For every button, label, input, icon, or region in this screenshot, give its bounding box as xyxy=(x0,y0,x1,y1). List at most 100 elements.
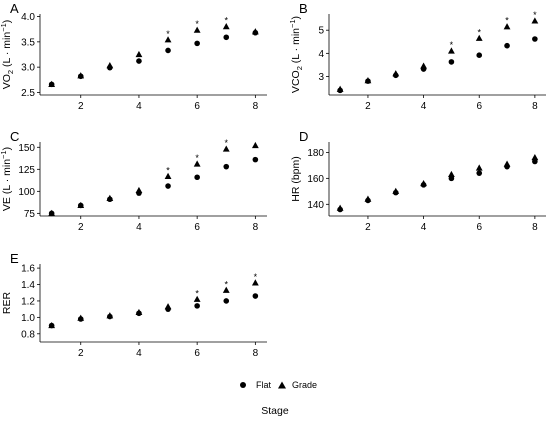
y-tick-label: 3.5 xyxy=(21,37,35,48)
x-tick-label: 4 xyxy=(421,222,427,233)
point-flat xyxy=(476,52,483,58)
point-flat xyxy=(476,170,483,176)
point-grade xyxy=(392,70,400,77)
point-grade xyxy=(336,85,344,92)
y-tick-label: 5 xyxy=(318,26,324,37)
y-axis-title-part: −1 xyxy=(288,19,297,28)
point-grade xyxy=(364,77,372,84)
x-tick-label: 4 xyxy=(136,222,142,233)
point-grade xyxy=(77,314,85,321)
point-grade xyxy=(135,186,143,194)
y-axis-title-part: ) xyxy=(1,147,13,151)
point-flat xyxy=(252,156,259,163)
x-tick-label: 2 xyxy=(365,101,371,112)
significance-marker: * xyxy=(533,10,537,20)
point-grade xyxy=(251,141,259,149)
x-tick-label: 2 xyxy=(78,222,84,233)
panel-e: E 2 4 6 8 0.8 1.0 1.2 1.4 1.6 RER * * * xyxy=(1,251,267,359)
x-tick-label: 6 xyxy=(194,101,200,112)
significance-marker: * xyxy=(224,279,228,289)
point-grade xyxy=(222,286,230,293)
significance-marker: * xyxy=(195,19,199,29)
x-axis-title: Stage xyxy=(261,405,289,417)
legend-flat-marker xyxy=(240,382,246,388)
x-tick-label: 4 xyxy=(421,101,427,112)
point-grade xyxy=(164,172,172,179)
point-grade xyxy=(503,23,511,30)
point-grade xyxy=(106,62,114,69)
y-tick-label: 1.0 xyxy=(21,313,35,324)
x-tick-label: 6 xyxy=(194,348,200,359)
y-axis-title-part: VO xyxy=(1,74,13,89)
point-flat xyxy=(223,163,230,170)
significance-marker: * xyxy=(195,153,199,163)
significance-marker: * xyxy=(505,16,509,26)
x-tick-label: 6 xyxy=(476,101,482,112)
point-grade xyxy=(193,160,201,167)
y-axis-title-part: 2 xyxy=(6,70,15,74)
point-grade xyxy=(251,28,259,35)
significance-marker: * xyxy=(195,288,199,298)
x-tick-label: 8 xyxy=(532,222,538,233)
point-grade xyxy=(135,50,143,58)
point-grade xyxy=(193,295,201,302)
point-flat xyxy=(194,303,200,309)
y-axis-title: VE (L · min−1) xyxy=(0,147,13,211)
y-tick-label: 4.0 xyxy=(21,12,35,23)
significance-marker: * xyxy=(166,165,170,175)
significance-marker: * xyxy=(166,29,170,39)
panel-letter: D xyxy=(299,129,308,144)
point-grade xyxy=(164,36,172,43)
y-axis-title-part: −1 xyxy=(0,23,8,32)
point-grade xyxy=(48,80,56,87)
point-flat xyxy=(223,298,230,304)
point-flat xyxy=(223,34,230,41)
y-axis-title-part: VE xyxy=(1,197,13,211)
point-grade xyxy=(164,303,172,310)
point-grade xyxy=(48,209,56,216)
y-axis-title-part: (L · min xyxy=(1,32,13,70)
x-tick-label: 2 xyxy=(365,222,371,233)
y-tick-label: 4 xyxy=(318,49,324,60)
point-grade xyxy=(475,34,483,41)
point-grade xyxy=(448,47,455,54)
point-flat xyxy=(165,47,171,54)
x-tick-label: 6 xyxy=(194,222,200,233)
x-tick-label: 4 xyxy=(136,348,142,359)
point-flat xyxy=(136,58,142,64)
y-tick-label: 75 xyxy=(24,209,36,220)
point-grade xyxy=(222,23,230,30)
x-tick-label: 2 xyxy=(78,101,84,112)
point-grade xyxy=(475,164,483,171)
significance-marker: * xyxy=(477,27,481,37)
y-axis-title-part: −1 xyxy=(0,150,8,159)
y-tick-label: 140 xyxy=(307,200,324,211)
y-tick-label: 1.4 xyxy=(21,280,35,291)
point-grade xyxy=(364,195,372,202)
x-tick-label: 8 xyxy=(253,222,259,233)
x-tick-label: 4 xyxy=(136,101,142,112)
point-grade xyxy=(135,308,143,316)
panel-letter: C xyxy=(10,129,19,144)
x-tick-label: 6 xyxy=(476,222,482,233)
panel-d: D 2 4 6 8 140 160 180 HR (bpm) xyxy=(290,129,546,233)
x-tick-label: 8 xyxy=(532,101,538,112)
legend: Flat Grade xyxy=(240,380,317,390)
y-axis-title-part: (L · min xyxy=(290,28,302,66)
y-tick-label: 160 xyxy=(307,174,324,185)
significance-marker: * xyxy=(450,40,454,50)
point-flat xyxy=(165,183,171,189)
y-tick-label: 1.6 xyxy=(21,264,35,275)
x-tick-label: 8 xyxy=(253,348,259,359)
panel-letter: E xyxy=(10,251,19,266)
x-tick-label: 2 xyxy=(78,348,84,359)
y-axis-title-part: HR (bpm) xyxy=(290,156,302,202)
point-grade xyxy=(193,26,201,33)
point-grade xyxy=(106,312,114,319)
y-axis-title-part: 2 xyxy=(295,66,304,70)
significance-marker: * xyxy=(224,138,228,148)
y-tick-label: 100 xyxy=(18,187,35,198)
point-grade xyxy=(222,145,230,152)
